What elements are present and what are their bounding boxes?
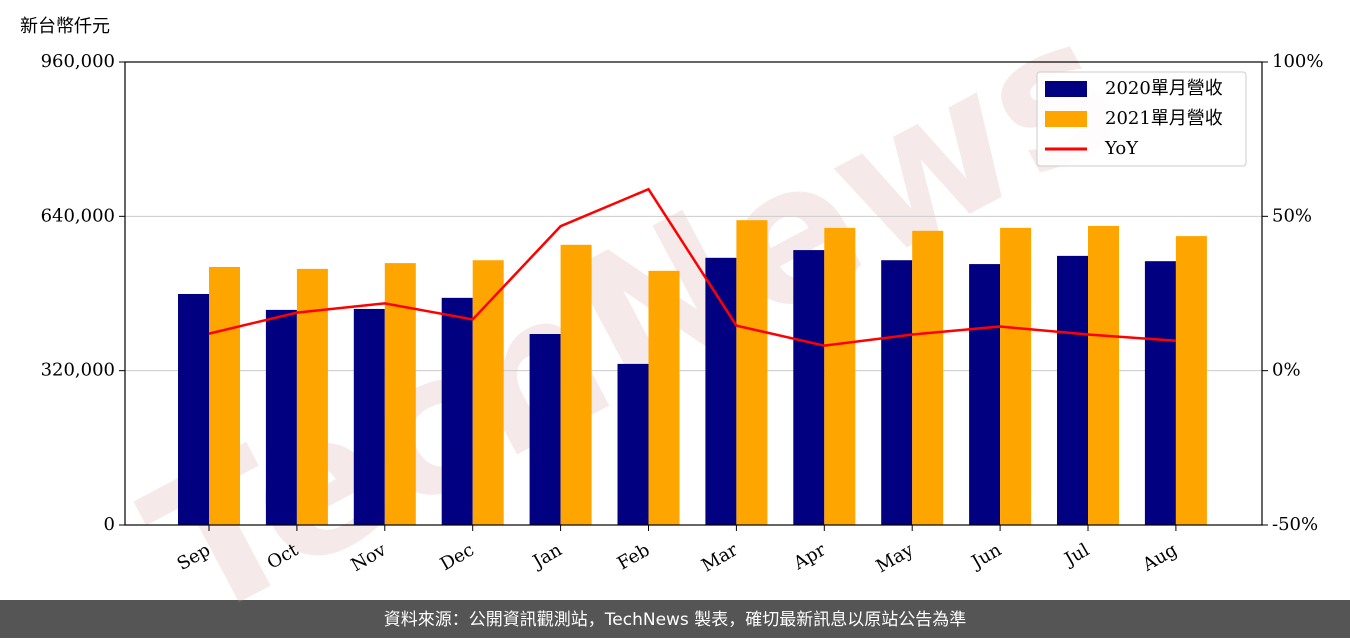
unit-label: 新台幣仟元 <box>20 16 110 37</box>
x-tick-label: Jun <box>967 539 1006 574</box>
footer-bar <box>0 600 1350 638</box>
bar <box>793 250 825 525</box>
x-tick-label: Jan <box>528 539 566 573</box>
y2-tick-label: 50% <box>1272 205 1312 226</box>
bar <box>296 268 328 525</box>
y-tick-label: 960,000 <box>41 51 115 72</box>
bar <box>209 266 240 525</box>
bar <box>736 220 768 526</box>
bar <box>1144 261 1176 525</box>
bar <box>353 308 385 525</box>
y-tick-label: 0 <box>104 514 115 535</box>
legend-swatch <box>1045 111 1087 127</box>
legend-box <box>1036 71 1247 167</box>
bar <box>529 334 561 525</box>
x-tick-label: May <box>873 539 918 577</box>
bar <box>441 297 473 525</box>
bar <box>969 264 1001 525</box>
y2-tick-label: 100% <box>1272 51 1323 72</box>
x-tick-label: Aug <box>1138 539 1181 576</box>
bar <box>1175 236 1207 525</box>
bar <box>265 309 297 525</box>
bar <box>1000 227 1032 526</box>
bar <box>1057 255 1088 525</box>
x-tick-label: Feb <box>614 539 654 574</box>
x-tick-label: Apr <box>789 539 829 574</box>
y-tick-label: 640,000 <box>41 205 115 226</box>
legend-label: YoY <box>1104 138 1139 159</box>
bar <box>824 227 856 526</box>
y2-tick-label: 0% <box>1272 360 1301 381</box>
bar <box>472 260 504 525</box>
bar <box>648 270 680 525</box>
footer: 資料來源：公開資訊觀測站，TechNews 製表，確切最新訊息以原站公告為準 <box>384 610 966 630</box>
yoy-line <box>208 187 1176 347</box>
bar <box>881 260 913 525</box>
legend-label: 2020單月營收 <box>1105 78 1223 99</box>
bar <box>912 230 944 526</box>
x-tick-label: Jul <box>1059 539 1093 571</box>
bar <box>705 257 737 525</box>
y2-tick-label: -50% <box>1272 514 1318 535</box>
bar <box>384 263 416 525</box>
plot-frame <box>124 61 1263 526</box>
legend-swatch <box>1045 81 1087 97</box>
bar <box>1088 225 1119 525</box>
bar <box>560 244 592 525</box>
bar <box>617 363 649 525</box>
y-tick-label: 320,000 <box>41 360 115 381</box>
legend-label: 2021單月營收 <box>1105 108 1223 129</box>
x-tick-label: Mar <box>698 539 742 576</box>
bar <box>178 293 209 525</box>
